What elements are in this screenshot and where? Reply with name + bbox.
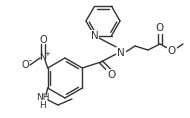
Text: N: N xyxy=(117,48,125,58)
Text: H: H xyxy=(39,101,45,110)
Text: O: O xyxy=(21,60,29,70)
Text: N: N xyxy=(91,31,98,41)
Text: +: + xyxy=(44,51,50,57)
Text: N: N xyxy=(40,53,46,63)
Text: O: O xyxy=(107,70,115,80)
Text: O: O xyxy=(156,23,164,33)
Text: O: O xyxy=(168,46,176,56)
Text: O: O xyxy=(39,35,47,45)
Text: NH: NH xyxy=(36,93,50,103)
Text: -: - xyxy=(28,57,32,65)
